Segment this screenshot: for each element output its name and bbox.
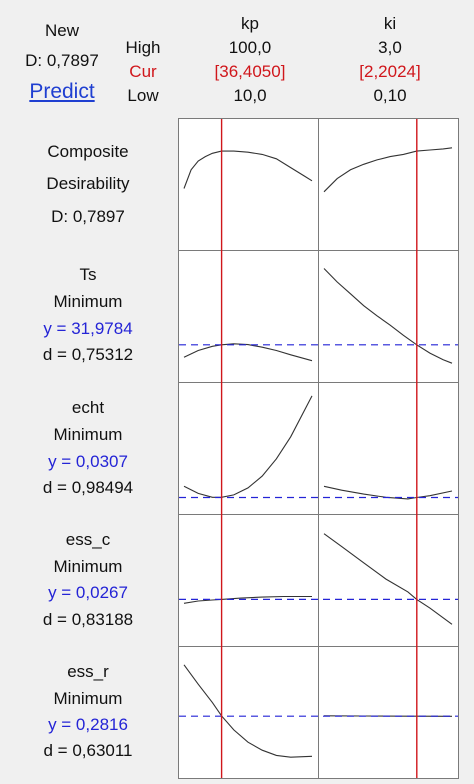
response-ess-r-y: y = 0,2816 <box>48 715 128 734</box>
curve-composite-desirability-ki <box>323 147 453 193</box>
curve-ess-r-kp <box>183 664 313 758</box>
response-ts-d: d = 0,75312 <box>42 345 134 364</box>
factor-ki-name: ki <box>383 14 397 33</box>
response-ess-c-d: d = 0,83188 <box>42 610 134 629</box>
panel-echt-kp <box>178 382 319 515</box>
composite-d-value: D: 0,7897 <box>51 207 125 226</box>
curve-composite-desirability-kp <box>183 150 313 189</box>
factor-kp-name: kp <box>241 14 259 33</box>
factor-ki-cur[interactable]: [2,2024] <box>359 62 421 81</box>
curve-echt-kp <box>183 395 313 498</box>
response-ts-name: Ts <box>79 265 97 284</box>
response-echt-goal: Minimum <box>53 425 123 444</box>
response-ess-c-y: y = 0,0267 <box>48 583 128 602</box>
panel-composite-desirability-kp <box>178 118 319 251</box>
factor-ki-low: 0,10 <box>373 86 407 105</box>
predict-link[interactable]: Predict <box>29 80 95 103</box>
response-ess-r-goal: Minimum <box>53 689 123 708</box>
response-ess-r-name: ess_r <box>67 662 109 681</box>
response-echt-d: d = 0,98494 <box>42 478 134 497</box>
panel-ess-c-kp <box>178 514 319 647</box>
curve-ts-ki <box>323 268 453 364</box>
header-d-value: D: 0,7897 <box>25 51 99 70</box>
high-row-label: High <box>125 38 161 57</box>
new-label: New <box>44 21 79 40</box>
composite-line1: Composite <box>47 142 129 161</box>
factor-kp-low: 10,0 <box>233 86 267 105</box>
low-row-label: Low <box>127 86 159 105</box>
factor-kp-cur[interactable]: [36,4050] <box>214 62 286 81</box>
response-ess-r-d: d = 0,63011 <box>43 741 133 760</box>
panel-ess-r-ki <box>318 646 459 779</box>
cur-row-label: Cur <box>129 62 157 81</box>
response-ts-goal: Minimum <box>53 292 123 311</box>
panel-ts-kp <box>178 250 319 383</box>
curve-ess-c-ki <box>323 533 453 625</box>
panel-composite-desirability-ki <box>318 118 459 251</box>
response-ess-c-goal: Minimum <box>53 557 123 576</box>
response-ess-c-name: ess_c <box>65 530 111 549</box>
factor-kp-high: 100,0 <box>228 38 272 57</box>
response-echt-name: echt <box>71 398 105 417</box>
panel-ts-ki <box>318 250 459 383</box>
response-echt-y: y = 0,0307 <box>48 452 128 471</box>
response-ts-y: y = 31,9784 <box>43 319 133 338</box>
factor-ki-high: 3,0 <box>378 38 402 57</box>
composite-line2: Desirability <box>46 174 130 193</box>
panel-echt-ki <box>318 382 459 515</box>
curve-ess-c-kp <box>183 595 312 604</box>
panel-ess-r-kp <box>178 646 319 779</box>
